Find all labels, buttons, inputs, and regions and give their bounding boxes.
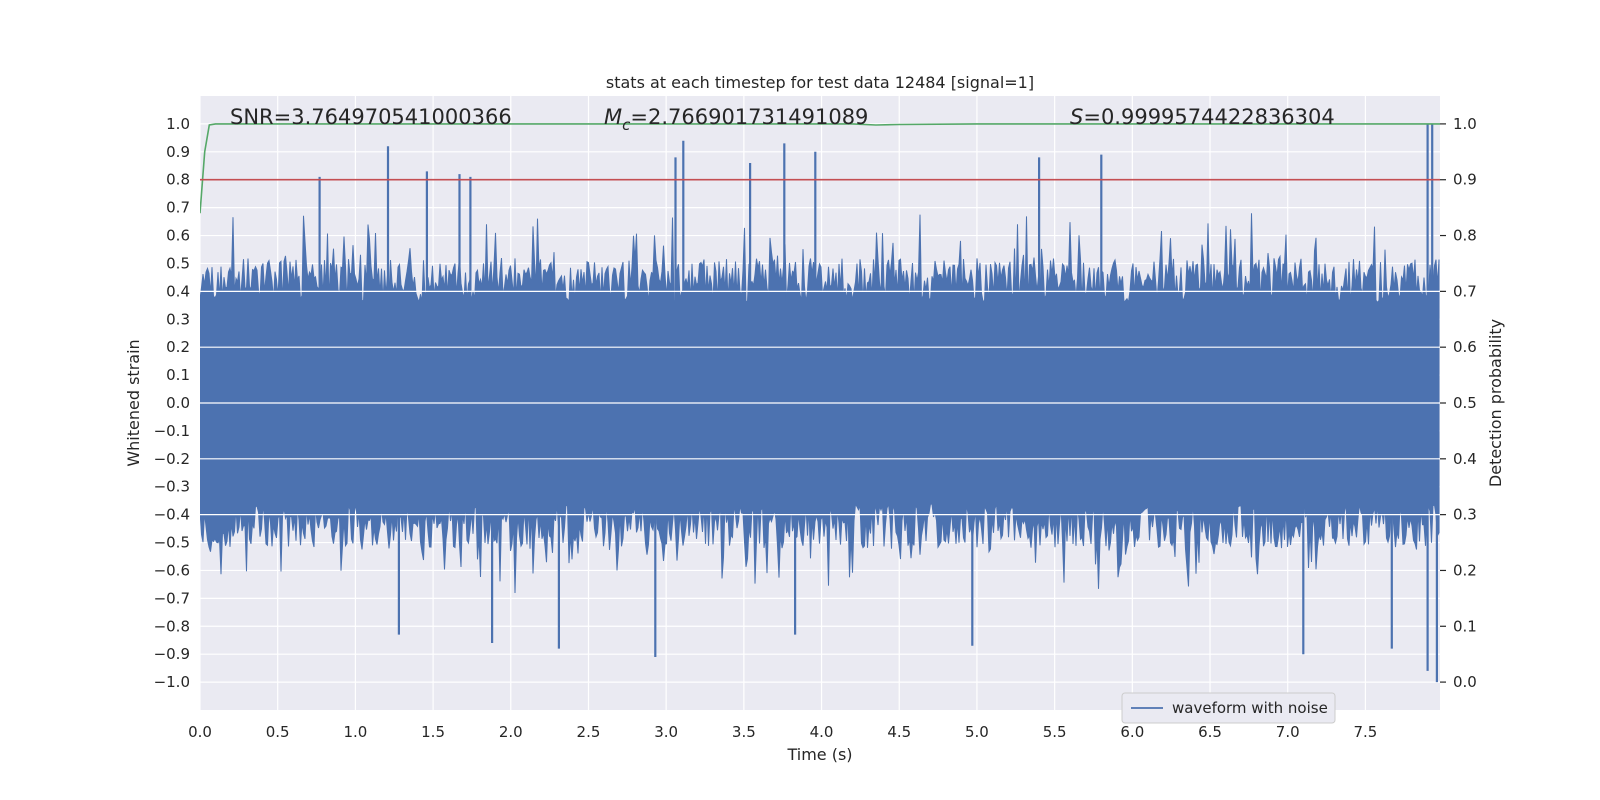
y-axis-label: Whitened strain xyxy=(124,339,143,466)
detection-probability-line xyxy=(200,123,1440,214)
x-axis-ticks: 0.0 0.5 1.0 1.5 2.0 2.5 3.0 3.5 4.0 4.5 5.0 5.5 6.0 6… xyxy=(188,723,1377,741)
y-tick-label: −0.2 xyxy=(154,450,190,468)
x-tick-label: 0.0 xyxy=(188,723,212,741)
y-axis-ticks: −1.0 −0.9 −0.8 −0.7 −0.6 −0.5 −0.4 −0.3 −0.2 −0.1… xyxy=(154,115,190,691)
y2-tick-label: 0.4 xyxy=(1453,450,1477,468)
x-tick-label: 0.5 xyxy=(266,723,290,741)
y2-tick-label: 0.0 xyxy=(1453,673,1477,691)
x-axis-label: Time (s) xyxy=(786,745,852,764)
legend-label: waveform with noise xyxy=(1172,699,1328,717)
x-tick-label: 1.0 xyxy=(343,723,367,741)
chirp-mass-annotation: Mc=2.766901731491089 xyxy=(604,105,868,134)
snr-annotation: SNR=3.764970541000366 xyxy=(230,105,512,129)
y2-tick-label: 0.3 xyxy=(1453,506,1477,524)
y-tick-label: −0.7 xyxy=(154,589,190,607)
y-tick-label: −0.5 xyxy=(154,534,190,552)
chirp-mass-value: =2.766901731491089 xyxy=(630,105,868,129)
x-tick-label: 3.5 xyxy=(732,723,756,741)
waveform-noise-spikes xyxy=(318,123,1438,683)
y2-tick-label: 1.0 xyxy=(1453,115,1477,133)
y-tick-label: −0.3 xyxy=(154,478,190,496)
legend[interactable]: waveform with noise xyxy=(1121,692,1336,724)
y-tick-label: −0.9 xyxy=(154,645,190,663)
score-symbol: S xyxy=(1070,105,1083,129)
y-tick-label: 0.2 xyxy=(166,338,190,356)
y-tick-label: 0.9 xyxy=(166,143,190,161)
y-tick-label: −0.8 xyxy=(154,617,190,635)
x-tick-label: 6.5 xyxy=(1198,723,1222,741)
y2-axis-ticks: 0.0 0.1 0.2 0.3 0.4 0.5 0.6 0.7 0.8 0.9 1.0 xyxy=(1440,115,1477,691)
y-tick-label: 0.8 xyxy=(166,171,190,189)
y2-tick-label: 0.2 xyxy=(1453,561,1477,579)
x-tick-label: 6.0 xyxy=(1120,723,1144,741)
chirp-mass-symbol: M xyxy=(604,105,622,129)
x-tick-label: 2.5 xyxy=(577,723,601,741)
y2-tick-label: 0.6 xyxy=(1453,338,1477,356)
y-tick-label: 0.5 xyxy=(166,254,190,272)
x-tick-label: 5.5 xyxy=(1043,723,1067,741)
legend-box xyxy=(1121,692,1336,724)
y2-tick-label: 0.5 xyxy=(1453,394,1477,412)
y-tick-label: −0.6 xyxy=(154,561,190,579)
chart-title: stats at each timestep for test data 124… xyxy=(606,73,1034,92)
gridlines-over-waveform xyxy=(200,290,1440,516)
chirp-mass-subscript: c xyxy=(622,116,631,134)
y-tick-label: 1.0 xyxy=(166,115,190,133)
x-tick-label: 4.0 xyxy=(810,723,834,741)
x-tick-label: 3.0 xyxy=(654,723,678,741)
y2-tick-label: 0.7 xyxy=(1453,282,1477,300)
y-tick-label: 0.6 xyxy=(166,227,190,245)
y-tick-label: −0.1 xyxy=(154,422,190,440)
y-tick-label: 0.3 xyxy=(166,310,190,328)
y-tick-label: 0.4 xyxy=(166,282,190,300)
y-tick-label: 0.0 xyxy=(166,394,190,412)
y-tick-label: −0.4 xyxy=(154,506,190,524)
score-annotation: S=0.9999574422836304 xyxy=(1070,105,1335,129)
y2-tick-label: 0.1 xyxy=(1453,617,1477,635)
y2-tick-label: 0.9 xyxy=(1453,171,1477,189)
x-tick-label: 7.5 xyxy=(1353,723,1377,741)
y-tick-label: −1.0 xyxy=(154,673,190,691)
y2-tick-label: 0.8 xyxy=(1453,227,1477,245)
score-value: =0.9999574422836304 xyxy=(1083,105,1334,129)
x-tick-label: 2.0 xyxy=(499,723,523,741)
x-tick-label: 1.5 xyxy=(421,723,445,741)
y-tick-label: 0.1 xyxy=(166,366,190,384)
y2-axis-label: Detection probability xyxy=(1486,319,1505,487)
y-tick-label: 0.7 xyxy=(166,199,190,217)
x-tick-label: 7.0 xyxy=(1276,723,1300,741)
x-tick-label: 5.0 xyxy=(965,723,989,741)
x-tick-label: 4.5 xyxy=(887,723,911,741)
